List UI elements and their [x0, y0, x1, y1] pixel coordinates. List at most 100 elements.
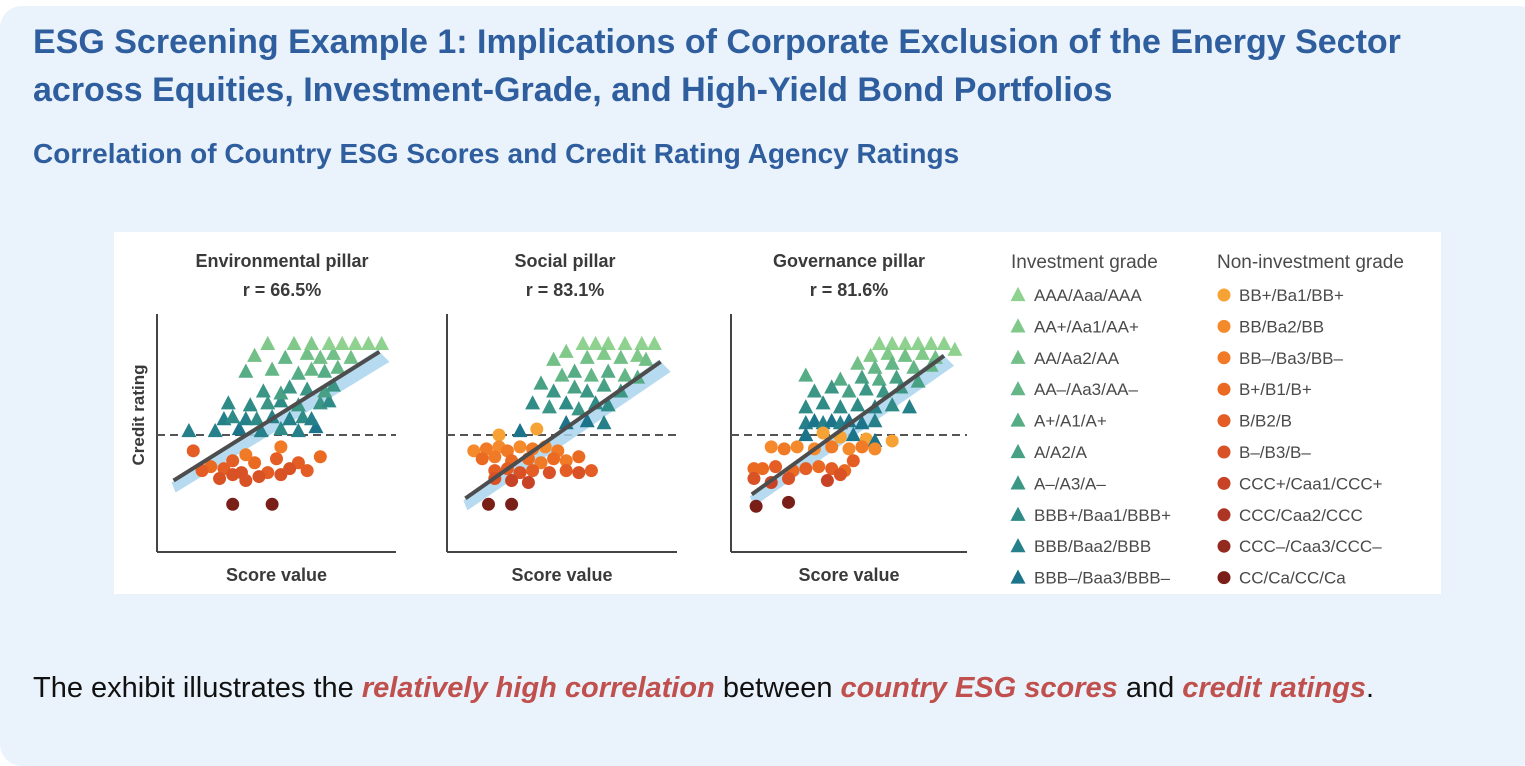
investment-grade-point — [525, 395, 541, 410]
investment-grade-point — [884, 335, 900, 350]
investment-grade-point — [923, 335, 939, 350]
investment-grade-point — [277, 349, 293, 364]
legend-marker-circle — [1217, 288, 1231, 302]
investment-grade-point — [583, 367, 599, 382]
investment-grade-point — [207, 422, 223, 438]
non-investment-grade-point — [265, 497, 279, 511]
investment-grade-point — [897, 335, 913, 350]
investment-grade-point — [832, 399, 848, 414]
non-investment-grade-point — [777, 442, 791, 456]
investment-grade-point — [798, 399, 814, 414]
non-investment-grade-point — [799, 462, 813, 476]
investment-grade-point — [596, 415, 612, 430]
non-investment-grade-point — [782, 495, 796, 509]
investment-grade-point — [247, 347, 263, 362]
investment-grade-point — [854, 369, 870, 384]
caption-mid2: and — [1117, 672, 1183, 704]
investment-grade-point — [260, 395, 276, 410]
non-investment-grade-point — [226, 468, 240, 482]
investment-grade-point — [295, 409, 311, 424]
investment-grade-point — [567, 363, 583, 378]
non-investment-grade-point — [868, 442, 882, 456]
investment-grade-point — [282, 379, 298, 394]
investment-grade-point — [231, 420, 247, 436]
non-investment-grade-point — [239, 474, 253, 488]
investment-grade-point — [546, 383, 562, 398]
investment-grade-point — [374, 335, 390, 350]
page-title: ESG Screening Example 1: Implications of… — [33, 23, 1401, 109]
caption-suffix: . — [1365, 672, 1375, 704]
investment-grade-point — [871, 371, 887, 386]
investment-grade-point — [630, 347, 646, 362]
investment-grade-point — [286, 335, 302, 350]
investment-grade-point — [910, 335, 926, 350]
investment-grade-point — [841, 383, 857, 398]
non-investment-grade-point — [521, 476, 535, 490]
investment-grade-point — [242, 397, 258, 412]
non-investment-grade-point — [534, 456, 548, 470]
legend-marker-circle — [1217, 508, 1231, 522]
investment-grade-point — [914, 345, 930, 360]
investment-grade-point — [596, 345, 612, 360]
scatter-charts: Environmental pillar r = 66.5% Score value… — [129, 251, 1404, 588]
investment-grade-point — [876, 383, 892, 398]
non-investment-grade-point — [749, 499, 763, 513]
non-investment-grade-point — [747, 472, 761, 486]
investment-grade-point — [897, 347, 913, 362]
investment-grade-point — [554, 367, 570, 382]
investment-grade-point — [947, 341, 963, 356]
investment-grade-point — [824, 413, 840, 428]
legend-marker-circle — [1217, 319, 1231, 333]
investment-grade-point — [910, 373, 926, 388]
non-investment-grade-point — [820, 474, 834, 488]
investment-grade-point — [546, 351, 562, 366]
non-investment-grade-point — [479, 442, 493, 456]
non-investment-grade-point — [825, 440, 839, 454]
investment-grade-point — [880, 345, 896, 360]
non-investment-grade-point — [505, 474, 519, 488]
investment-grade-point — [832, 371, 848, 386]
investment-grade-point — [798, 367, 814, 382]
investment-grade-point — [312, 349, 328, 364]
investment-grade-point — [181, 422, 197, 438]
non-investment-grade-point — [833, 468, 847, 482]
investment-grade-point — [533, 375, 549, 390]
legend-label: BBB–/Baa3/BBB– — [1034, 569, 1171, 588]
investment-grade-point — [558, 395, 574, 410]
investment-grade-point — [634, 335, 650, 350]
investment-grade-point — [617, 335, 633, 350]
non-investment-grade-point — [239, 448, 253, 462]
non-investment-grade-point — [526, 464, 540, 478]
investment-grade-point — [600, 397, 616, 412]
investment-grade-point — [889, 369, 905, 384]
investment-grade-point — [867, 432, 883, 448]
non-investment-grade-point — [547, 452, 561, 466]
non-investment-grade-point — [559, 464, 573, 478]
caption-mid1: between — [714, 672, 841, 704]
investment-grade-point — [871, 335, 887, 350]
investment-grade-point — [325, 345, 341, 360]
trend-line — [172, 350, 381, 483]
investment-grade-point — [845, 426, 861, 442]
non-investment-grade-point — [782, 472, 796, 486]
legend-marker-triangle — [1010, 412, 1026, 427]
investment-grade-point — [238, 411, 254, 426]
non-investment-grade-point — [500, 444, 514, 458]
investment-grade-point — [299, 381, 315, 396]
investment-grade-point — [225, 409, 241, 424]
caption-highlight-correlation: relatively high correlation — [361, 672, 715, 704]
investment-grade-point — [884, 355, 900, 370]
investment-grade-point — [308, 418, 324, 434]
legend-marker-circle — [1217, 539, 1231, 553]
non-investment-grade-point — [186, 444, 200, 458]
investment-grade-point — [854, 415, 870, 430]
non-investment-grade-point — [313, 450, 327, 464]
x-axis-label: Score value — [511, 565, 612, 585]
non-investment-grade-point — [195, 464, 209, 478]
trend-line — [464, 360, 662, 500]
legend-title-investment-grade: Investment grade — [1011, 252, 1158, 273]
non-investment-grade-point — [812, 460, 826, 474]
legend-marker-circle — [1217, 382, 1231, 396]
legend-label: AA/Aa2/AA — [1034, 349, 1120, 368]
legend-label: A–/A3/A– — [1034, 474, 1106, 493]
